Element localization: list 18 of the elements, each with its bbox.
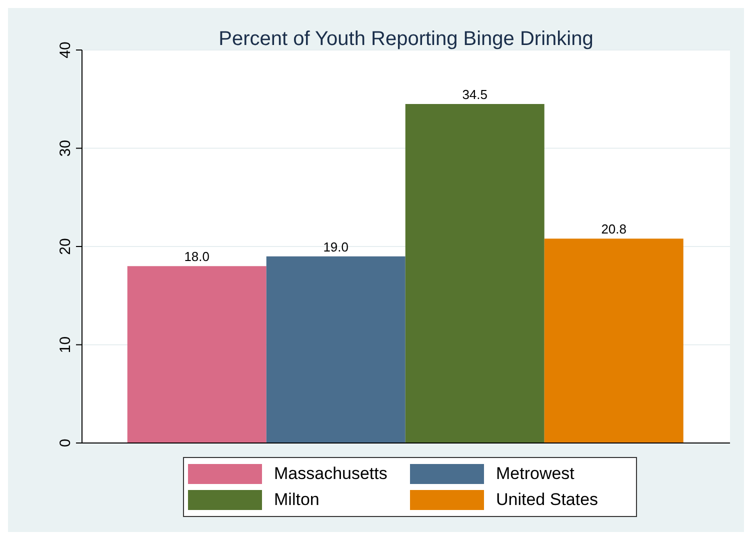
- data-label: 19.0: [323, 239, 349, 254]
- y-tick-label: 0: [57, 438, 74, 448]
- y-tick-label: 20: [57, 238, 74, 255]
- bar: [544, 238, 684, 443]
- legend-label: Milton: [274, 490, 320, 510]
- chart-title: Percent of Youth Reporting Binge Drinking: [218, 28, 594, 51]
- data-label: 20.8: [601, 222, 627, 237]
- y-tick-label: 40: [57, 42, 74, 58]
- legend-label: United States: [496, 490, 598, 510]
- legend-label: Metrowest: [496, 464, 574, 484]
- bar: [405, 104, 544, 443]
- bar: [127, 266, 266, 443]
- data-label: 34.5: [462, 87, 488, 102]
- y-tick-label: 10: [57, 336, 74, 354]
- legend-label: Massachusetts: [274, 464, 388, 484]
- y-tick-label: 30: [57, 140, 74, 157]
- data-label: 18.0: [184, 249, 210, 264]
- bar: [266, 256, 406, 443]
